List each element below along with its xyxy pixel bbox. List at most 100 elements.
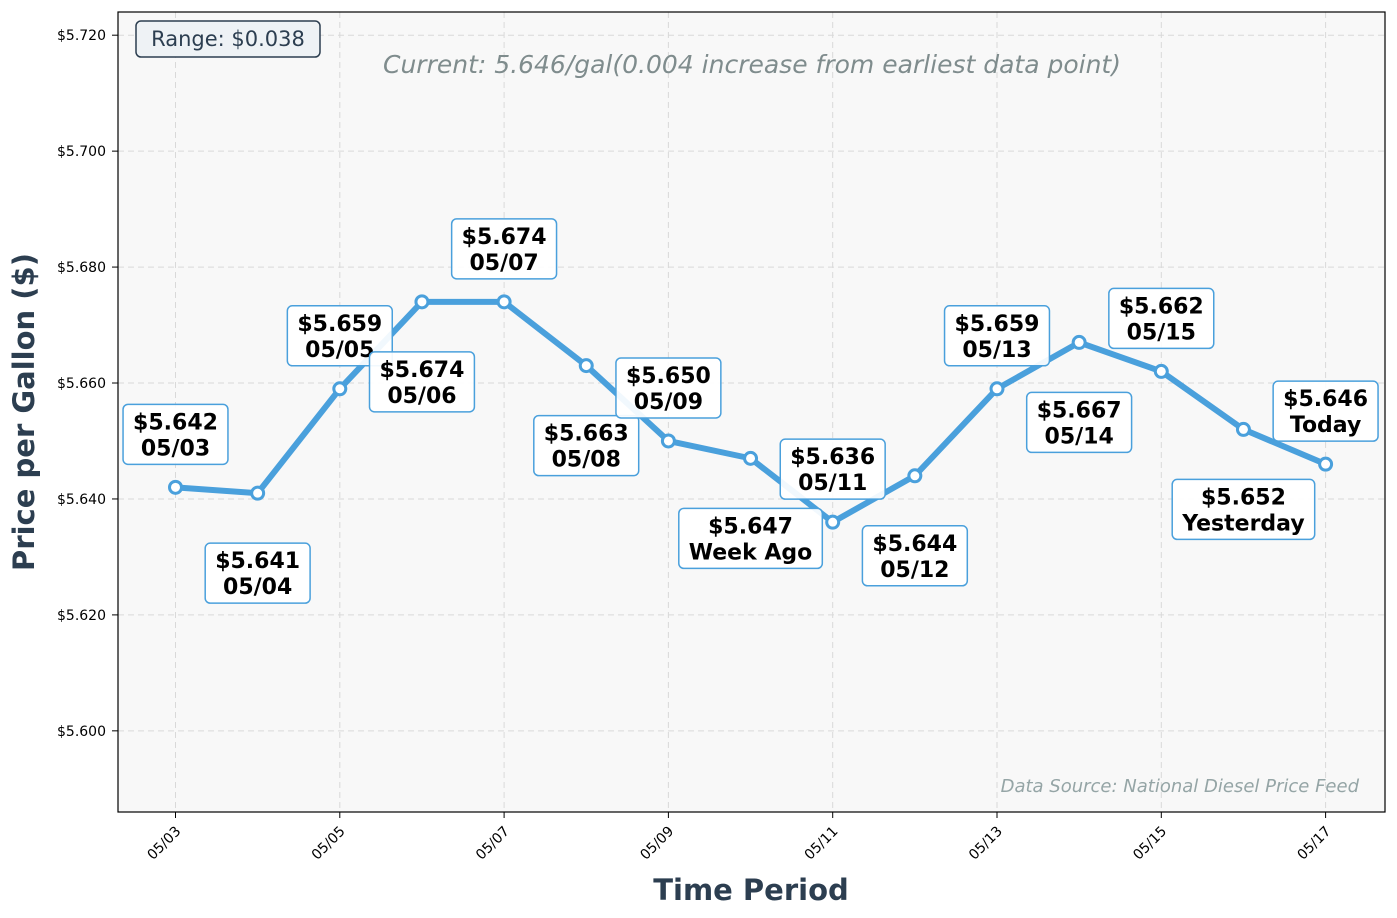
data-label-date: 05/07 [469,251,538,276]
data-label-frame [122,403,229,466]
x-tick-label: 05/05 [309,824,349,864]
data-label-price: $5.652 [1201,485,1286,510]
data-point-marker [825,514,841,530]
data-label-frame [861,525,969,587]
data-label-frame [1025,391,1133,454]
data-point-marker [1071,334,1087,350]
data-label-frame [1108,287,1215,350]
data-label-frame [779,438,886,500]
data-point-marker [578,358,594,374]
data-point-marker [168,479,183,495]
data-label-date: 05/06 [387,384,456,409]
data-labels: $5.64205/03$5.64105/04$5.65905/05$5.6740… [122,218,1379,604]
data-label-frame [615,357,722,419]
data-label-date: 05/12 [880,558,949,583]
data-point-marker [1318,456,1334,472]
x-axis-ticks: 05/03 05/05 05/07 05/09 05/11 05/13 05/15 05/17 [144,812,1334,863]
y-tick-label: $5.620 [57,608,106,624]
y-axis-title: Price per Gallon ($) [7,253,41,571]
data-point-marker [1235,421,1251,437]
current-price-note: Current: 5.646/gal(0.004 increase from e… [383,50,1121,79]
data-label-price: $5.636 [790,445,875,470]
x-tick-label: 05/09 [637,824,677,864]
data-label-date: 05/15 [1127,320,1196,345]
data-label-frame [286,305,394,367]
data-label-date: Yesterday [1181,511,1304,536]
data-label-price: $5.644 [872,532,957,557]
data-label-date: 05/05 [305,338,374,363]
y-axis-ticks: $5.600 $5.620 $5.640 $5.660 $5.680 $5.700 $5.7… [57,28,118,740]
data-label-frame [533,414,640,477]
data-label-price: $5.659 [955,312,1040,337]
data-label-date: Today [1290,413,1361,438]
x-tick-label: 05/03 [144,824,184,864]
y-tick-label: $5.680 [57,260,106,276]
data-label-frame [1171,478,1316,541]
data-point-marker [907,468,923,484]
data-label-date: 05/04 [223,575,292,600]
data-label-date: 05/08 [552,448,621,473]
data-label-date: 05/03 [141,436,210,461]
y-tick-label: $5.640 [57,492,106,508]
data-label-price: $5.641 [215,549,300,574]
data-point-marker [660,433,676,449]
plot-frame [117,11,1386,813]
x-tick-label: 05/17 [1295,824,1335,864]
y-tick-label: $5.700 [57,144,106,160]
range-label: Range: $0.038 [151,27,305,51]
data-label-price: $5.674 [379,358,464,383]
y-tick-label: $5.660 [57,376,106,392]
data-label-frame [450,218,558,280]
data-label-price: $5.647 [708,514,793,539]
data-label-date: 05/09 [634,390,703,415]
x-tick-label: 05/15 [1130,824,1170,864]
data-point-marker [250,485,266,501]
data-label-date: Week Ago [689,540,813,565]
y-tick-label: $5.720 [57,28,106,44]
data-label-price: $5.663 [544,422,629,447]
data-label-frame [943,305,1051,367]
data-point-marker [743,450,759,466]
x-tick-label: 05/13 [966,824,1006,864]
data-point-marker [414,294,430,310]
data-label-price: $5.642 [133,410,218,435]
data-source-note: Data Source: National Diesel Price Feed [1001,776,1360,797]
data-label-price: $5.674 [462,225,547,250]
data-label-date: 05/13 [962,338,1031,363]
data-label-date: 05/14 [1045,424,1114,449]
data-point-marker [332,381,348,397]
data-label-date: 05/11 [798,471,867,496]
data-point-marker [496,294,512,310]
range-badge: Range: $0.038 [135,20,321,58]
data-label-price: $5.659 [297,312,382,337]
data-label-price: $5.667 [1037,398,1122,423]
data-label-price: $5.646 [1283,387,1368,412]
data-point-marker [1153,363,1169,379]
x-tick-label: 05/07 [473,824,513,864]
data-label-frame [678,507,824,570]
data-label-frame [368,351,476,413]
data-label-price: $5.650 [626,364,711,389]
x-tick-label: 05/11 [802,824,842,864]
y-tick-label: $5.600 [57,724,106,740]
data-label-frame [1272,380,1379,442]
data-point-marker [989,381,1005,397]
series-markers [168,294,1334,530]
plot-area [118,12,1385,812]
data-label-frame [204,542,311,604]
